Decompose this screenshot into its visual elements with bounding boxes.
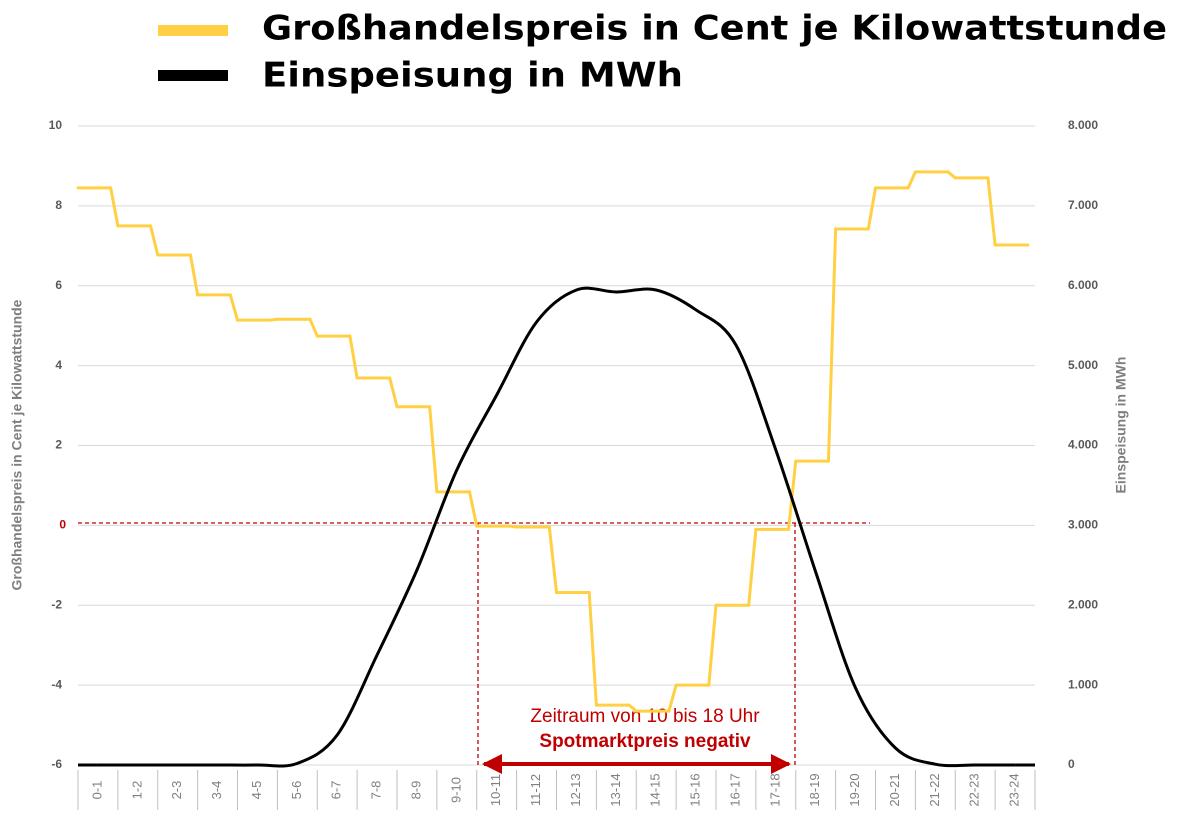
- x-tick-label: 2-3: [169, 781, 184, 800]
- x-tick-label: 16-17: [727, 773, 742, 806]
- y-tick-label: -2: [51, 597, 62, 611]
- price-connector: [906, 170, 917, 190]
- x-tick-label: 8-9: [408, 781, 423, 800]
- price-connector: [308, 317, 319, 338]
- y2-tick-label: 8.000: [1068, 118, 1098, 132]
- y2-tick-label: 4.000: [1068, 438, 1098, 452]
- y-tick-label: 10: [49, 118, 63, 132]
- x-tick-label: 6-7: [329, 781, 344, 800]
- y2-tick-label: 5.000: [1068, 358, 1098, 372]
- x-tick-label: 1-2: [129, 781, 144, 800]
- y-tick-label: 0: [59, 518, 66, 532]
- x-tick-label: 3-4: [209, 781, 224, 800]
- x-tick-label: 15-16: [688, 773, 703, 806]
- legend-swatch: [158, 25, 228, 36]
- price-connector: [627, 703, 638, 713]
- x-tick-label: 22-23: [967, 773, 982, 806]
- y-tick-label: 6: [55, 278, 62, 292]
- y2-tick-label: 2.000: [1068, 597, 1098, 611]
- price-connector: [667, 683, 678, 713]
- legend-label: Großhandelspreis in Cent je Kilowattstun…: [262, 9, 1167, 49]
- price-connector: [547, 525, 558, 594]
- annotation: Zeitraum von 10 bis 18 Uhr: [530, 706, 760, 727]
- price-connector: [348, 334, 359, 380]
- y-tick-label: -4: [51, 677, 62, 691]
- price-connector: [149, 224, 160, 257]
- x-tick-label: 10-11: [488, 774, 503, 806]
- x-tick-label: 9-10: [448, 777, 463, 803]
- y2-tick-label: 1.000: [1068, 677, 1098, 691]
- feed-in-line: [97, 286, 1016, 768]
- y-tick-label: 8: [55, 198, 62, 212]
- x-tick-label: 23-24: [1007, 773, 1022, 806]
- y-tick-label: 4: [55, 358, 62, 372]
- price-connector: [468, 490, 479, 528]
- x-tick-label: 13-14: [608, 773, 623, 806]
- y2-tick-label: 6.000: [1068, 278, 1098, 292]
- price-connector: [747, 527, 758, 607]
- x-tick-label: 18-19: [807, 773, 822, 806]
- y-tick-label: 2: [55, 438, 62, 452]
- x-tick-label: 11-12: [528, 774, 543, 806]
- legend-swatch: [158, 70, 228, 81]
- x-tick-label: 4-5: [249, 781, 264, 800]
- y2-tick-label: 7.000: [1068, 198, 1098, 212]
- x-tick-label: 21-22: [927, 773, 942, 806]
- x-tick-label: 7-8: [369, 781, 384, 800]
- x-tick-label: 12-13: [568, 773, 583, 806]
- x-tick-label: 19-20: [847, 773, 862, 806]
- price-connector: [986, 176, 997, 247]
- y2-tick-label: 3.000: [1068, 518, 1098, 532]
- x-tick-label: 20-21: [887, 773, 902, 806]
- price-connector: [587, 590, 598, 707]
- x-tick-label: 5-6: [289, 781, 304, 800]
- x-tick-label: 14-15: [648, 773, 663, 806]
- y-tick-label: -6: [51, 757, 62, 771]
- y2-axis-title: Einspeisung in MWh: [1113, 357, 1129, 494]
- price-connector: [388, 376, 399, 409]
- price-connector: [188, 253, 200, 297]
- price-connector: [946, 170, 957, 180]
- x-tick-label: 17-18: [767, 773, 782, 806]
- price-connector: [866, 186, 877, 231]
- grid: [78, 125, 1035, 766]
- price-connector: [109, 186, 120, 228]
- price-connector: [428, 405, 439, 494]
- price-connector: [228, 293, 239, 322]
- price-connector: [707, 603, 718, 687]
- annotation: Spotmarktpreis negativ: [539, 731, 751, 752]
- y-axis-title: Großhandelspreis in Cent je Kilowattstun…: [9, 299, 25, 590]
- y2-tick-label: 0: [1068, 757, 1075, 771]
- x-tick-label: 0-1: [89, 781, 104, 800]
- legend-label: Einspeisung in MWh: [262, 56, 683, 96]
- price-connector: [826, 227, 838, 463]
